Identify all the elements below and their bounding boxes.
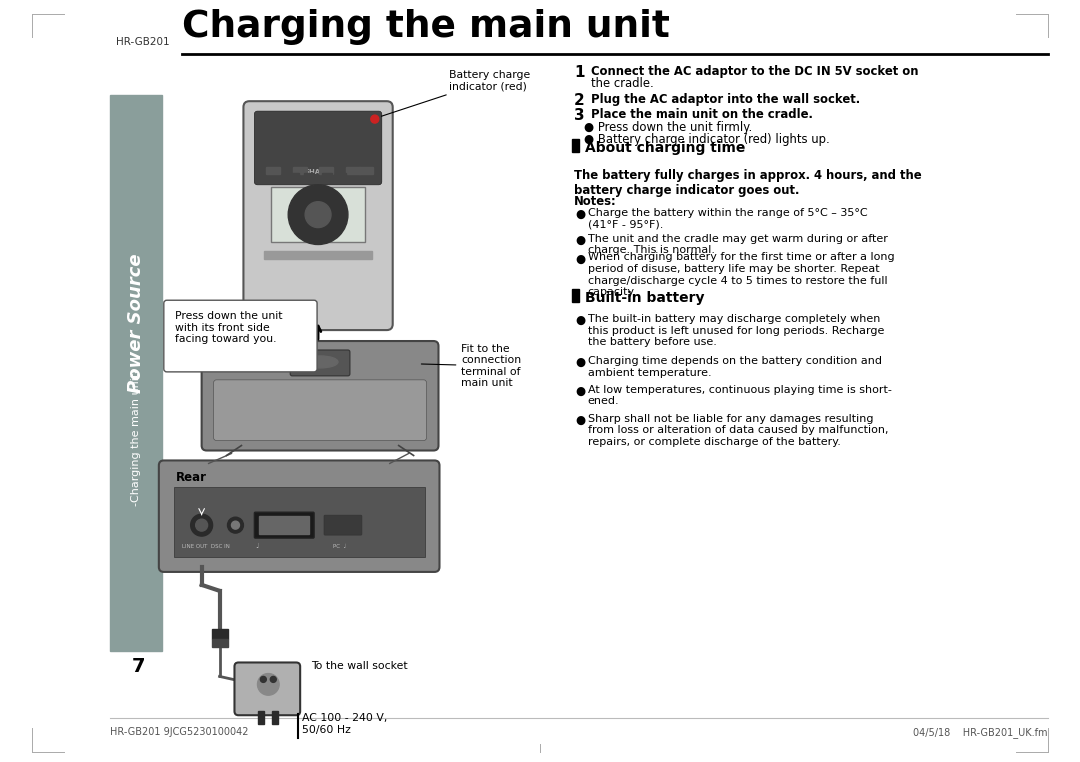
- Bar: [322, 173, 332, 178]
- Text: 1: 1: [573, 66, 584, 80]
- Text: About charging time: About charging time: [584, 141, 745, 155]
- Bar: [212, 629, 228, 639]
- Bar: [293, 167, 307, 174]
- Text: 3: 3: [573, 108, 584, 123]
- Text: ●: ●: [576, 252, 586, 265]
- Text: ●: ●: [576, 356, 586, 369]
- Text: ●: ●: [576, 414, 586, 427]
- Text: Notes:: Notes:: [573, 195, 617, 208]
- Text: Connect the AC adaptor to the DC IN 5V socket on: Connect the AC adaptor to the DC IN 5V s…: [591, 66, 918, 78]
- Bar: [319, 167, 333, 174]
- Text: ●: ●: [576, 233, 586, 247]
- FancyBboxPatch shape: [234, 662, 300, 716]
- Bar: [571, 290, 579, 303]
- Text: The battery fully charges in approx. 4 hours, and the
battery charge indicator g: The battery fully charges in approx. 4 h…: [573, 169, 921, 197]
- Text: HR-GB201 9JCG5230100042: HR-GB201 9JCG5230100042: [110, 727, 248, 737]
- Text: the cradle.: the cradle.: [591, 77, 653, 91]
- FancyBboxPatch shape: [214, 379, 427, 440]
- Text: HR-GB201: HR-GB201: [116, 37, 170, 47]
- Text: ● Press down the unit firmly.: ● Press down the unit firmly.: [584, 121, 752, 134]
- FancyBboxPatch shape: [164, 300, 318, 372]
- Text: Rear: Rear: [176, 472, 206, 485]
- FancyBboxPatch shape: [159, 460, 440, 572]
- Text: ●: ●: [576, 385, 586, 398]
- Bar: [267, 167, 280, 174]
- Circle shape: [288, 185, 348, 245]
- Bar: [289, 173, 299, 178]
- Text: 04/5/18    HR-GB201_UK.fm: 04/5/18 HR-GB201_UK.fm: [913, 727, 1048, 738]
- Text: -Charging the main unit-: -Charging the main unit-: [131, 369, 141, 506]
- Circle shape: [228, 517, 243, 533]
- Circle shape: [270, 677, 276, 683]
- Bar: [305, 173, 314, 178]
- FancyBboxPatch shape: [255, 512, 314, 538]
- Text: ♩: ♩: [255, 543, 258, 549]
- Text: 2: 2: [573, 93, 584, 108]
- Text: The unit and the cradle may get warm during or after
charge. This is normal.: The unit and the cradle may get warm dur…: [588, 233, 888, 255]
- Bar: [258, 711, 265, 724]
- FancyBboxPatch shape: [291, 350, 350, 376]
- Circle shape: [257, 674, 280, 695]
- Circle shape: [231, 521, 240, 529]
- Bar: [212, 639, 228, 647]
- Bar: [271, 187, 365, 242]
- Text: SHARP: SHARP: [305, 169, 332, 174]
- Text: AC 100 - 240 V,
50/60 Hz: AC 100 - 240 V, 50/60 Hz: [302, 713, 388, 735]
- FancyBboxPatch shape: [202, 341, 438, 450]
- Bar: [571, 139, 579, 152]
- Bar: [272, 711, 279, 724]
- FancyBboxPatch shape: [324, 515, 362, 535]
- Text: ●: ●: [576, 208, 586, 221]
- Bar: [359, 167, 373, 174]
- Text: When charging battery for the first time or after a long
period of disuse, batte: When charging battery for the first time…: [588, 252, 894, 297]
- Bar: [346, 167, 360, 174]
- Ellipse shape: [302, 356, 338, 368]
- Circle shape: [306, 202, 330, 228]
- Text: Charge the battery within the range of 5°C – 35°C
(41°F - 95°F).: Charge the battery within the range of 5…: [588, 208, 867, 229]
- Bar: [336, 173, 346, 178]
- Bar: [174, 488, 424, 557]
- FancyBboxPatch shape: [255, 111, 381, 185]
- Text: Charging the main unit: Charging the main unit: [181, 9, 670, 46]
- Text: The built-in battery may discharge completely when
this product is left unused f: The built-in battery may discharge compl…: [588, 314, 885, 347]
- Bar: [265, 251, 372, 259]
- Text: Plug the AC adaptor into the wall socket.: Plug the AC adaptor into the wall socket…: [591, 93, 860, 106]
- Circle shape: [260, 677, 267, 683]
- FancyBboxPatch shape: [243, 101, 393, 330]
- Text: ●: ●: [576, 314, 586, 327]
- Text: Place the main unit on the cradle.: Place the main unit on the cradle.: [591, 108, 812, 121]
- Text: Fit to the
connection
terminal of
main unit: Fit to the connection terminal of main u…: [421, 344, 522, 389]
- Bar: [110, 95, 162, 651]
- Text: ● Battery charge indicator (red) lights up.: ● Battery charge indicator (red) lights …: [584, 133, 829, 146]
- Text: LINE OUT  DSC IN: LINE OUT DSC IN: [181, 544, 230, 549]
- Circle shape: [191, 514, 213, 536]
- Text: Battery charge
indicator (red): Battery charge indicator (red): [381, 69, 530, 117]
- Text: Press down the unit
with its front side
facing toward you.: Press down the unit with its front side …: [175, 311, 282, 344]
- Text: Charging time depends on the battery condition and
ambient temperature.: Charging time depends on the battery con…: [588, 356, 881, 377]
- Text: At low temperatures, continuous playing time is short-
ened.: At low temperatures, continuous playing …: [588, 385, 892, 406]
- Circle shape: [370, 115, 379, 123]
- Text: PC  ♩: PC ♩: [333, 544, 346, 549]
- Text: Built-in battery: Built-in battery: [584, 291, 704, 306]
- Text: To the wall socket: To the wall socket: [311, 661, 408, 671]
- Bar: [259, 516, 309, 534]
- Text: Sharp shall not be liable for any damages resulting
from loss or alteration of d: Sharp shall not be liable for any damage…: [588, 414, 888, 447]
- Text: 7: 7: [132, 657, 146, 676]
- Text: Power Source: Power Source: [127, 253, 145, 393]
- Circle shape: [195, 519, 207, 531]
